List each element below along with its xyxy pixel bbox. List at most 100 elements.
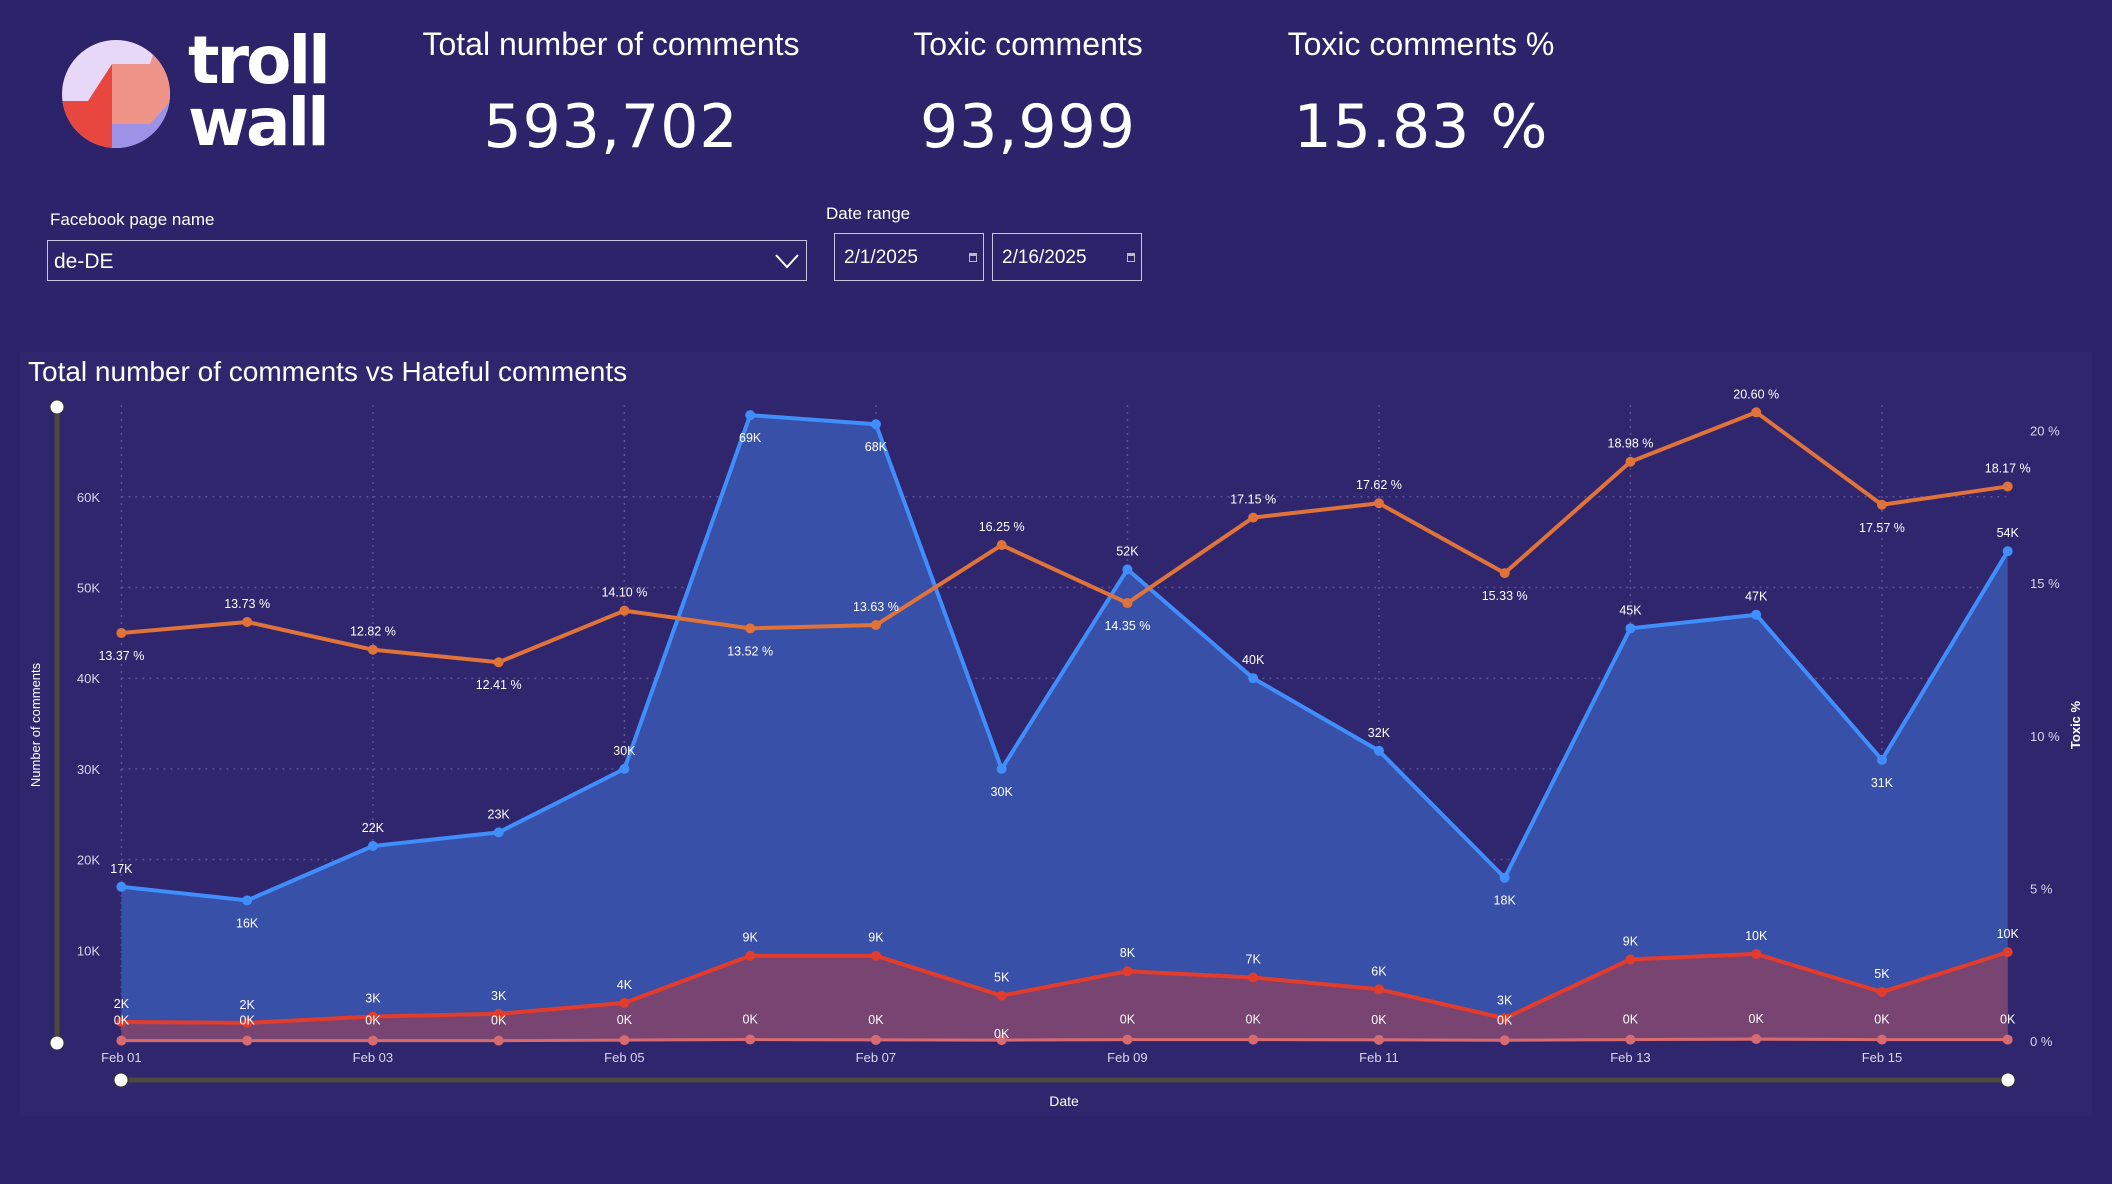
minor-series-point: [2002, 1034, 2013, 1045]
toxic-percent-data-label: 18.98 %: [1608, 437, 1654, 451]
minor-series-point: [1499, 1035, 1510, 1046]
total-comments-data-label: 68K: [865, 440, 888, 454]
toxic-percent-point: [1499, 568, 1510, 579]
total-comments-area: [121, 415, 2008, 1041]
calendar-icon[interactable]: [1127, 253, 1135, 262]
total-comments-data-label: 31K: [1871, 776, 1894, 790]
chart-title: Total number of comments vs Hateful comm…: [28, 356, 628, 387]
minor-series-data-label: 0K: [1749, 1012, 1765, 1026]
minor-series-data-label: 0K: [1623, 1013, 1639, 1027]
y-tick-label: 60K: [77, 490, 100, 505]
toxic-comments-data-label: 8K: [1120, 946, 1136, 960]
toxic-comments-point: [1751, 948, 1762, 959]
toxic-percent-data-label: 17.57 %: [1859, 521, 1905, 535]
toxic-comments-data-label: 7K: [1246, 953, 1262, 967]
minor-series-data-label: 0K: [1120, 1013, 1136, 1027]
x-tick-label: Feb 11: [1359, 1050, 1399, 1065]
x-tick-label: Feb 05: [604, 1050, 644, 1065]
toxic-comments-point: [1625, 954, 1636, 965]
x-tick-label: Feb 09: [1107, 1050, 1147, 1065]
x-tick-label: Feb 13: [1610, 1050, 1650, 1065]
toxic-comments-data-label: 3K: [491, 989, 507, 1003]
x-zoom-slider-handle-start[interactable]: [113, 1072, 129, 1088]
minor-series-data-label: 0K: [365, 1014, 381, 1028]
minor-series-point: [493, 1035, 504, 1046]
kpi-total-value: 593,702: [483, 92, 739, 162]
date-start-input[interactable]: 2/1/2025: [834, 233, 984, 281]
minor-series-line: [121, 1037, 2008, 1043]
date-end-input[interactable]: 2/16/2025: [992, 233, 1142, 281]
total-comments-data-label: 32K: [1368, 726, 1391, 740]
total-comments-point: [1751, 609, 1762, 620]
toxic-comments-point: [116, 1016, 127, 1027]
toxic-comments-point: [1499, 1013, 1510, 1024]
minor-series-point: [1122, 1034, 1133, 1045]
minor-series-point: [242, 1035, 253, 1046]
total-comments-point: [116, 881, 127, 892]
toxic-comments-data-label: 4K: [617, 978, 633, 992]
minor-series-data-label: 0K: [1246, 1013, 1262, 1027]
kpi-toxic-value: 93,999: [920, 92, 1136, 162]
logo-text-line1: troll: [188, 22, 331, 99]
minor-series-data-label: 0K: [240, 1014, 256, 1028]
total-comments-data-label: 52K: [1116, 544, 1139, 558]
date-start-value: 2/1/2025: [844, 247, 918, 268]
page-filter-label: Facebook page name: [50, 210, 215, 229]
toxic-percent-point: [870, 620, 881, 631]
x-tick-label: Feb 07: [856, 1050, 896, 1065]
toxic-comments-point: [745, 950, 756, 961]
total-comments-point: [242, 895, 253, 906]
toxic-percent-point: [1373, 498, 1384, 509]
y2-tick-label: 20 %: [2030, 424, 2060, 439]
logo-text-line2: wall: [188, 84, 330, 161]
logo-mark-icon: [62, 40, 170, 148]
toxic-comments-point: [1876, 987, 1887, 998]
y-tick-label: 10K: [77, 943, 100, 958]
toxic-comments-point: [2002, 947, 2013, 958]
calendar-icon[interactable]: [969, 253, 977, 262]
toxic-percent-point: [493, 657, 504, 668]
y-tick-label: 40K: [77, 671, 100, 686]
minor-series-point: [116, 1035, 127, 1046]
y-zoom-slider-handle-bottom[interactable]: [49, 1035, 65, 1051]
toxic-comments-data-label: 2K: [114, 997, 130, 1011]
total-comments-data-label: 47K: [1745, 590, 1768, 604]
toxic-percent-data-label: 13.73 %: [224, 597, 270, 611]
toxic-percent-point: [1751, 407, 1762, 418]
total-comments-point: [870, 419, 881, 430]
toxic-percent-point: [1625, 456, 1636, 467]
toxic-comments-data-label: 9K: [1623, 934, 1639, 948]
total-comments-point: [996, 763, 1007, 774]
toxic-comments-data-label: 6K: [1371, 964, 1387, 978]
toxic-comments-data-label: 3K: [1497, 993, 1513, 1007]
toxic-comments-point: [1122, 966, 1133, 977]
page-name-dropdown[interactable]: de-DE: [47, 240, 807, 281]
toxic-percent-point: [2002, 481, 2013, 492]
y-zoom-slider-handle-top[interactable]: [49, 399, 65, 415]
toxic-percent-point: [1876, 499, 1887, 510]
total-comments-data-label: 40K: [1242, 653, 1265, 667]
x-tick-label: Feb 15: [1862, 1050, 1902, 1065]
total-comments-data-label: 30K: [991, 785, 1014, 799]
minor-series-point: [870, 1034, 881, 1045]
total-comments-data-label: 69K: [739, 431, 762, 445]
total-comments-point: [1122, 564, 1133, 575]
total-comments-data-label: 45K: [1619, 603, 1642, 617]
toxic-comments-point: [367, 1011, 378, 1022]
toxic-percent-point: [745, 623, 756, 634]
toxic-percent-data-label: 13.63 %: [853, 600, 899, 614]
y2-tick-label: 10 %: [2030, 729, 2060, 744]
toxic-percent-data-label: 16.25 %: [979, 520, 1025, 534]
total-comments-data-label: 16K: [236, 916, 259, 930]
toxic-comments-data-label: 9K: [868, 931, 884, 945]
chevron-down-icon: [775, 254, 799, 269]
toxic-percent-point: [996, 540, 1007, 551]
toxic-percent-data-label: 15.33 %: [1482, 589, 1528, 603]
total-comments-data-label: 30K: [613, 744, 636, 758]
x-zoom-slider-handle-end[interactable]: [2000, 1072, 2016, 1088]
toxic-percent-data-label: 12.41 %: [476, 678, 522, 692]
kpi-toxic-title: Toxic comments: [913, 26, 1143, 62]
total-comments-data-label: 17K: [110, 862, 133, 876]
total-comments-point: [1499, 872, 1510, 883]
toxic-percent-point: [367, 644, 378, 655]
